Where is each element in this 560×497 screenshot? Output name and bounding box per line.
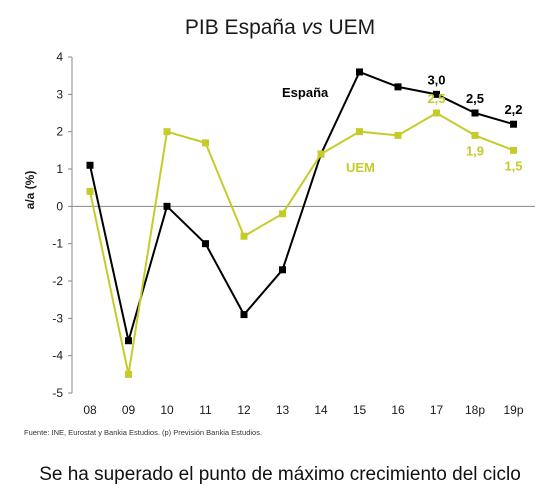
series-marker-1 [317,150,325,158]
series-marker-1 [471,131,479,139]
chart-title-main: PIB España [185,16,302,39]
data-label: 2,5 [427,91,445,106]
series-marker-1 [202,139,209,147]
series-marker-0 [163,202,171,210]
y-axis-label: a/a (%) [23,171,37,210]
series-name-label: España [282,85,329,100]
x-tick-label: 09 [122,403,136,417]
data-label: 1,9 [466,143,484,158]
series-marker-0 [356,68,363,76]
series-line-1 [89,112,514,376]
x-tick-label: 15 [353,403,367,417]
labels-layer: 3,0 2,5 2,2 2,5 1,9 1,5 [427,72,522,173]
chart-title-end: UEM [323,16,376,39]
series-marker-1 [86,187,94,195]
data-label: 2,2 [504,102,522,117]
source-note: Fuente: INE, Eurostat y Bankia Estudios.… [24,428,263,437]
series-marker-0 [202,240,209,248]
y-tick-label: -4 [52,349,63,363]
series-marker-1 [125,370,132,378]
chart-title: PIB España vs UEM [185,16,375,39]
data-label: 2,5 [466,91,484,106]
series-line-0 [89,70,514,342]
data-label: 3,0 [427,72,445,87]
y-tick-label: 0 [56,199,63,213]
x-tick-label: 12 [237,403,251,417]
y-tick-label: 1 [56,162,63,176]
y-tick-label: 4 [56,50,63,64]
chart: PIB España vs UEM a/a (%) 43210-1-2-3-4-… [23,16,535,417]
series-marker-0 [433,90,440,98]
series-marker-1 [279,210,286,218]
series-marker-1 [356,128,363,136]
series-marker-1 [394,131,402,139]
x-tick-label: 11 [199,403,212,417]
series-marker-0 [240,311,248,319]
y-tick-label: -2 [52,274,63,288]
caption: Se ha superado el punto de máximo crecim… [39,464,521,485]
y-tick-label: -5 [52,386,63,400]
y-tick-label: -1 [52,237,63,251]
series-name-label: UEM [346,160,375,175]
series-marker-1 [163,128,171,136]
series-marker-0 [279,266,286,274]
x-tick-label: 13 [276,403,290,417]
x-tick-label: 18p [465,403,485,417]
x-tick-label: 17 [430,403,444,417]
series-marker-1 [240,232,248,240]
y-tick-label: -3 [52,311,63,325]
series-marker-0 [125,337,132,345]
x-tick-label: 10 [160,403,174,417]
x-tick-label: 16 [391,403,405,417]
series-marker-1 [433,109,440,117]
x-tick-label: 08 [83,403,97,417]
data-label: 1,5 [504,158,522,173]
x-tick-label: 14 [314,403,328,417]
series-marker-0 [471,109,479,117]
series-marker-1 [510,146,517,154]
chart-title-vs: vs [302,16,324,39]
x-tick-label: 19p [503,403,523,417]
series-marker-0 [510,120,517,128]
series-layer: España UEM [86,68,517,378]
y-tick-label: 3 [56,87,63,101]
series-marker-0 [86,161,94,169]
y-tick-label: 2 [56,125,63,139]
series-marker-0 [394,83,402,91]
